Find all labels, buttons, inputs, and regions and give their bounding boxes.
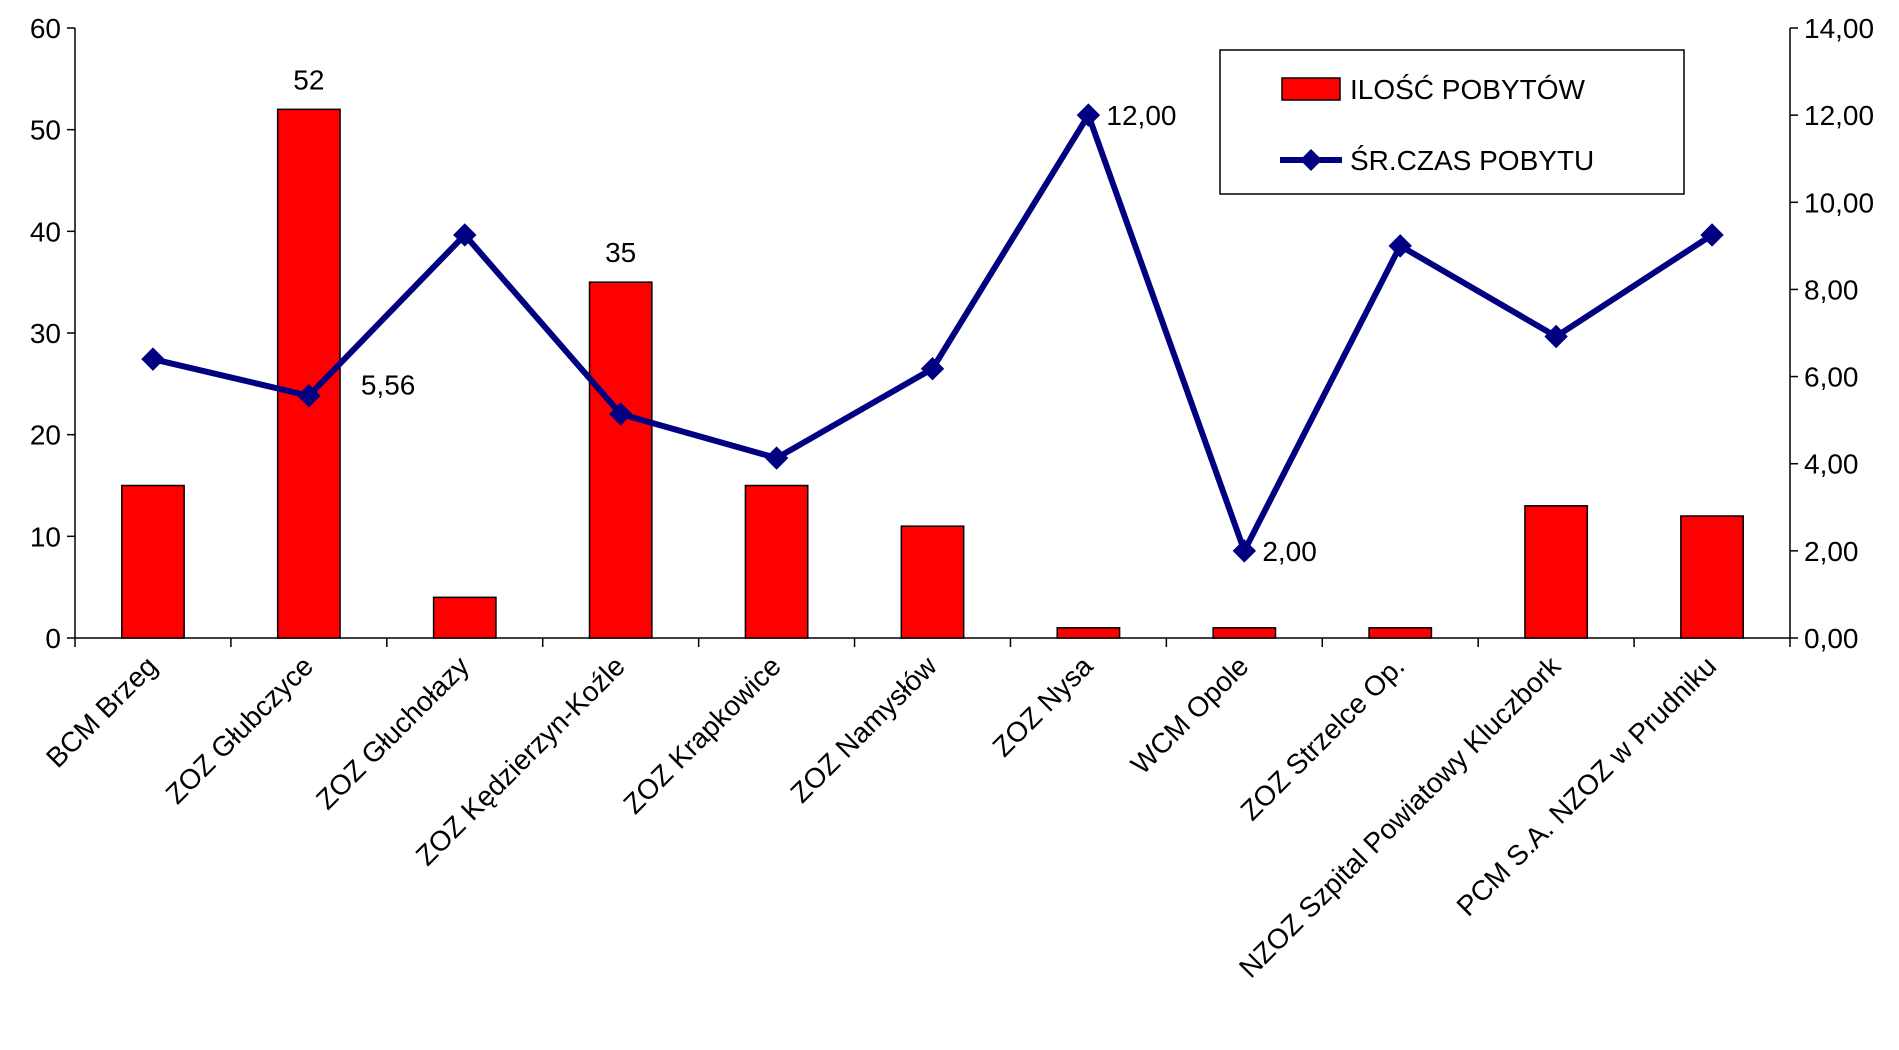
right-tick-label: 12,00 [1804,100,1874,131]
line-marker [1700,223,1724,247]
legend-label: ŚR.CZAS POBYTU [1350,144,1594,176]
data-labels-group: 52 35 5,56 12,00 2,00 [293,64,1317,567]
bar [1368,627,1433,639]
bar [1056,627,1121,639]
bars-group [121,108,1744,639]
right-tick-label: 2,00 [1804,536,1859,567]
left-tick-label: 40 [30,216,61,247]
legend: ILOŚĆ POBYTÓW ŚR.CZAS POBYTU [1219,49,1685,195]
line-marker [1232,539,1257,563]
line-marker [141,347,165,371]
left-tick-label: 50 [30,115,61,146]
right-tick-label: 4,00 [1804,449,1859,480]
right-tick-label: 14,00 [1804,13,1874,44]
line-marker [608,402,633,426]
right-tick-label: 8,00 [1804,274,1859,305]
left-tick-label: 30 [30,318,61,349]
line-marker [1388,234,1412,258]
left-tick-label: 60 [30,13,61,44]
line-marker [764,446,789,470]
legend-swatch-marker [1300,149,1322,171]
bar [1212,627,1277,639]
line-marker [453,223,477,247]
bar [1680,515,1744,639]
left-tick-label: 20 [30,420,61,451]
line-marker [920,357,945,381]
line-data-label: 12,00 [1106,100,1176,131]
bar [121,484,185,639]
line-marker [1544,324,1568,349]
left-tick-label: 10 [30,521,61,552]
line-marker [1076,103,1101,127]
legend-swatch-bar [1281,77,1341,101]
right-tick-label: 6,00 [1804,362,1859,393]
line-group [141,103,1724,563]
bar [900,525,965,639]
bar [1524,505,1589,639]
legend-label: ILOŚĆ POBYTÓW [1350,73,1585,105]
right-tick-label: 0,00 [1804,623,1859,654]
bar [744,484,809,639]
right-tick-label: 10,00 [1804,187,1874,218]
bar-data-label: 52 [293,64,324,95]
bar [432,596,497,639]
line-marker [297,384,321,408]
bar [588,281,653,639]
bar-data-label: 35 [605,237,636,268]
line-data-label: 2,00 [1262,536,1317,567]
left-tick-label: 0 [45,623,61,654]
line-data-label: 5,56 [361,370,416,401]
legend-box [1219,49,1685,195]
